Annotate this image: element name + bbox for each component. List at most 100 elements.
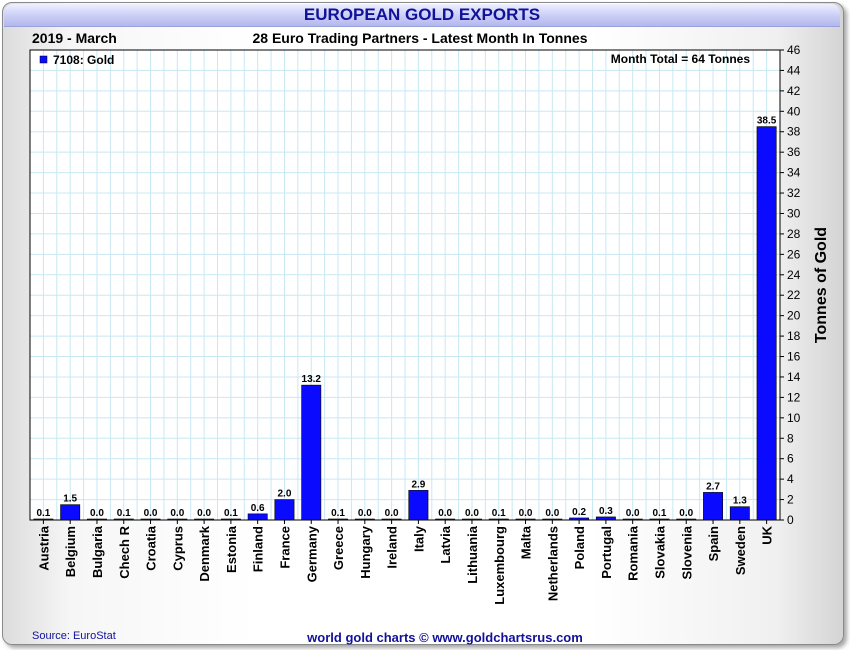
chart-subtitle: 28 Euro Trading Partners - Latest Month … — [252, 30, 588, 46]
category-label: Slovakia — [652, 525, 667, 579]
bar — [354, 518, 375, 521]
category-label: Croatia — [144, 525, 159, 571]
bar — [60, 504, 81, 521]
y-tick-label: 28 — [787, 227, 801, 241]
category-label: Hungary — [358, 525, 373, 579]
y-tick-label: 0 — [787, 513, 794, 527]
y-tick-label: 44 — [787, 63, 801, 77]
category-label: Austria — [36, 525, 51, 571]
bar — [194, 518, 215, 521]
bar — [676, 518, 697, 521]
legend-label: 7108: Gold — [53, 53, 114, 67]
y-tick-label: 8 — [787, 431, 794, 445]
category-label: Malta — [519, 525, 534, 559]
bar — [301, 384, 322, 521]
bar-value-label: 0.1 — [224, 508, 238, 519]
bar-value-label: 0.0 — [358, 508, 372, 519]
y-tick-label: 26 — [787, 247, 801, 261]
bar — [756, 126, 777, 521]
bar-value-label: 0.6 — [251, 503, 265, 514]
y-tick-label: 12 — [787, 390, 801, 404]
bar-value-label: 0.1 — [653, 508, 667, 519]
category-label: Chech R — [117, 525, 132, 578]
legend-swatch — [39, 55, 48, 64]
y-tick-label: 14 — [787, 370, 801, 384]
category-label: Bulgaria — [90, 525, 105, 578]
month-total-annotation: Month Total = 64 Tonnes — [611, 52, 751, 66]
bar-value-label: 0.0 — [90, 508, 104, 519]
y-tick-label: 24 — [787, 268, 801, 282]
y-tick-label: 36 — [787, 145, 801, 159]
bar-value-label: 0.0 — [545, 508, 559, 519]
bar-value-label: 2.7 — [706, 481, 720, 492]
y-tick-label: 20 — [787, 309, 801, 323]
bar — [247, 513, 268, 521]
y-tick-label: 18 — [787, 329, 801, 343]
bar-value-label: 0.1 — [117, 508, 131, 519]
bar-value-label: 0.1 — [492, 508, 506, 519]
bar — [462, 518, 482, 521]
category-label: Estonia — [224, 525, 239, 573]
category-label: Luxembourg — [492, 526, 507, 605]
bar — [649, 518, 670, 521]
category-label: Denmark — [197, 525, 212, 581]
bar-value-label: 38.5 — [757, 116, 777, 127]
bar-value-label: 13.2 — [302, 374, 322, 385]
bar-value-label: 0.0 — [519, 508, 533, 519]
y-tick-label: 22 — [787, 288, 801, 302]
bar — [113, 518, 134, 521]
category-label: Portugal — [599, 526, 614, 579]
category-label: Ireland — [385, 526, 400, 569]
bar — [328, 518, 348, 521]
y-tick-label: 46 — [787, 43, 801, 57]
bar-value-label: 0.1 — [331, 508, 345, 519]
plot-border — [29, 49, 781, 521]
bar — [542, 518, 563, 521]
bar — [87, 518, 107, 521]
bar — [33, 518, 54, 521]
y-tick-label: 4 — [787, 472, 794, 486]
bar-value-label: 1.3 — [733, 496, 747, 507]
bar — [435, 518, 456, 521]
y-tick-label: 30 — [787, 206, 801, 220]
bar-value-label: 2.9 — [411, 479, 425, 490]
bar — [569, 517, 590, 521]
bar — [220, 518, 241, 521]
bar-value-label: 0.0 — [144, 508, 158, 519]
category-label: Sweden — [733, 526, 748, 575]
y-axis-label: Tonnes of Gold — [813, 227, 830, 343]
bar — [595, 516, 616, 521]
bar — [703, 492, 723, 521]
source-note: Source: EuroStat — [32, 630, 116, 642]
y-tick-label: 6 — [787, 452, 794, 466]
bar — [515, 518, 536, 521]
bar — [622, 518, 643, 521]
bar — [488, 518, 509, 521]
bar — [274, 499, 295, 521]
bar — [408, 490, 429, 521]
category-label: Lithuania — [465, 525, 480, 584]
y-tick-label: 42 — [787, 84, 801, 98]
y-tick-label: 32 — [787, 186, 801, 200]
bar-value-label: 0.1 — [36, 508, 50, 519]
bar-value-label: 0.0 — [465, 508, 479, 519]
category-label: Germany — [304, 525, 319, 582]
bar-value-label: 0.2 — [572, 507, 586, 518]
category-label: Cyprus — [170, 526, 185, 571]
chart-title: EUROPEAN GOLD EXPORTS — [303, 5, 541, 24]
y-tick-label: 10 — [787, 411, 801, 425]
bar — [167, 518, 188, 521]
bar-value-label: 0.0 — [679, 508, 693, 519]
category-label: Belgium — [63, 526, 78, 577]
bar — [140, 518, 161, 521]
category-label: Spain — [706, 526, 721, 561]
bar-value-label: 0.0 — [438, 508, 452, 519]
category-label: France — [277, 526, 292, 569]
y-tick-label: 38 — [787, 125, 801, 139]
category-label: Latvia — [438, 525, 453, 563]
category-label: Italy — [411, 525, 426, 552]
bar-value-label: 0.0 — [626, 508, 640, 519]
y-tick-label: 40 — [787, 104, 801, 118]
bar-value-label: 0.0 — [197, 508, 211, 519]
